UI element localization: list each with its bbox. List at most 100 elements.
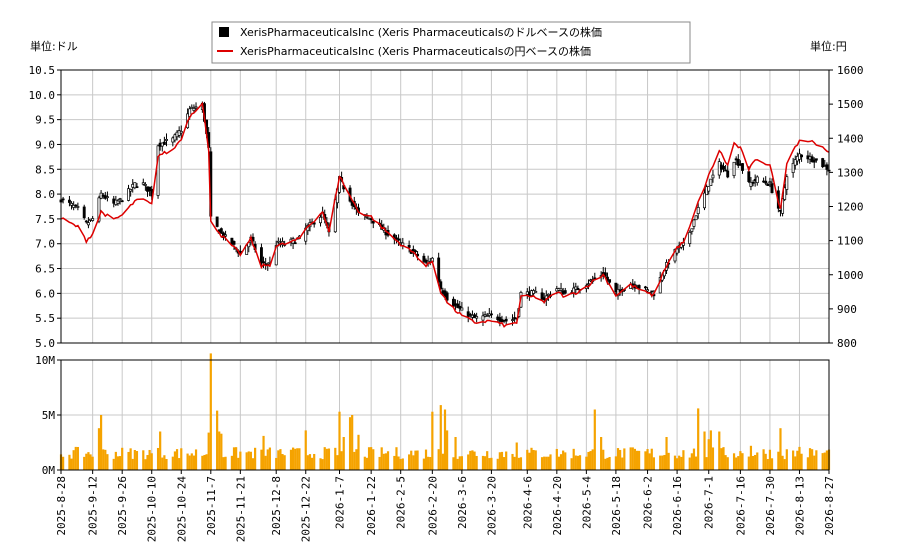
volume-bar <box>456 458 459 470</box>
price-candle <box>692 219 696 227</box>
volume-bar <box>707 439 710 470</box>
volume-bar <box>692 448 696 470</box>
usd-tick-label: 7.0 <box>35 238 55 251</box>
price-candle <box>658 277 662 294</box>
price-candle <box>646 289 649 292</box>
volume-bar <box>262 435 265 470</box>
usd-tick-label: 5.5 <box>35 312 55 325</box>
volume-bar <box>517 457 520 470</box>
price-candle <box>86 222 90 226</box>
price-candle <box>587 283 590 286</box>
price-candle <box>675 248 679 254</box>
jpy-axis-ticks: 800 900 1000 1100 1200 1300 1400 1500 1600 <box>829 64 864 350</box>
volume-bar <box>283 455 286 470</box>
volume-bar <box>188 455 191 470</box>
volume-bar <box>576 455 580 470</box>
volume-bar <box>638 450 641 470</box>
price-candle <box>751 182 755 184</box>
date-tick-label: 2026-7-16 <box>734 476 747 536</box>
price-candle <box>711 174 715 179</box>
volume-bar <box>102 449 105 470</box>
price-candle <box>724 169 728 172</box>
volume-bar <box>785 449 788 470</box>
volume-bar <box>635 450 639 470</box>
jpy-tick-label: 1200 <box>837 201 864 214</box>
volume-bar <box>532 450 535 470</box>
volume-bar <box>209 353 212 470</box>
volume-bar <box>813 455 816 470</box>
volume-bar <box>564 452 567 470</box>
jpy-tick-label: 1100 <box>837 235 864 248</box>
volume-bar <box>237 457 240 470</box>
volume-bar <box>587 451 590 470</box>
price-candle <box>736 158 740 166</box>
usd-tick-label: 9.0 <box>35 138 55 151</box>
volume-bar <box>412 455 415 470</box>
volume-bar <box>156 447 160 470</box>
volume-bar <box>291 447 295 470</box>
price-candle <box>72 204 76 208</box>
volume-bar <box>334 447 337 470</box>
volume-bar <box>768 449 772 470</box>
volume-bar <box>633 448 636 470</box>
price-candle <box>616 289 620 297</box>
volume-bar <box>186 453 189 470</box>
volume-bar <box>294 448 297 470</box>
price-candle <box>74 204 78 207</box>
price-candle <box>312 222 316 225</box>
price-candle <box>179 131 183 134</box>
volume-bar <box>254 447 257 470</box>
volume-bar <box>112 458 115 470</box>
price-candle <box>810 156 814 162</box>
volume-bar <box>363 456 366 470</box>
volume-bar <box>732 453 736 470</box>
volume-bar <box>340 451 343 470</box>
volume-bar <box>414 450 417 470</box>
legend: XerisPharmaceuticalsInc (Xeris Pharmaceu… <box>211 21 691 64</box>
volume-bar <box>441 453 444 470</box>
volume-bar <box>180 448 183 470</box>
volume-bar <box>766 459 769 470</box>
price-candle <box>91 218 95 221</box>
volume-bar <box>515 442 518 470</box>
volume-bar <box>76 446 79 470</box>
volume-bar <box>735 457 738 470</box>
price-candle <box>791 162 795 173</box>
volume-bar <box>722 447 725 470</box>
volume-bar <box>473 451 476 470</box>
usd-tick-label: 7.5 <box>35 213 55 226</box>
volume-bar <box>798 446 801 470</box>
price-candle <box>546 293 550 296</box>
price-candle <box>274 245 278 266</box>
price-candle <box>768 181 772 184</box>
price-candle <box>540 292 544 300</box>
volume-bar <box>806 457 810 470</box>
price-candle <box>67 199 71 203</box>
price-candle <box>439 281 443 290</box>
price-candle <box>770 183 774 194</box>
volume-bar <box>783 459 786 470</box>
volume-bar <box>481 455 485 470</box>
volume-bar <box>794 456 797 470</box>
price-candle <box>219 228 223 234</box>
price-candle <box>192 108 196 111</box>
volume-bar <box>519 457 523 470</box>
volume-bar <box>245 452 248 470</box>
jpy-tick-label: 1300 <box>837 166 864 179</box>
jpy-tick-label: 1000 <box>837 269 864 282</box>
price-candle <box>84 220 88 223</box>
volume-bar <box>251 458 255 470</box>
date-tick-label: 2025-12-22 <box>300 476 313 542</box>
volume-bar <box>720 448 723 470</box>
price-candle <box>460 307 464 311</box>
volume-bar <box>604 458 607 470</box>
volume-bar <box>131 458 134 470</box>
volume-bar <box>792 450 795 470</box>
volume-bar <box>264 455 267 470</box>
date-tick-label: 2026-5-18 <box>610 476 623 536</box>
volume-bar <box>578 455 582 470</box>
volume-bar <box>644 451 647 470</box>
price-candle <box>437 257 441 283</box>
date-tick-label: 2025-9-26 <box>116 476 129 536</box>
price-candle <box>481 315 485 321</box>
